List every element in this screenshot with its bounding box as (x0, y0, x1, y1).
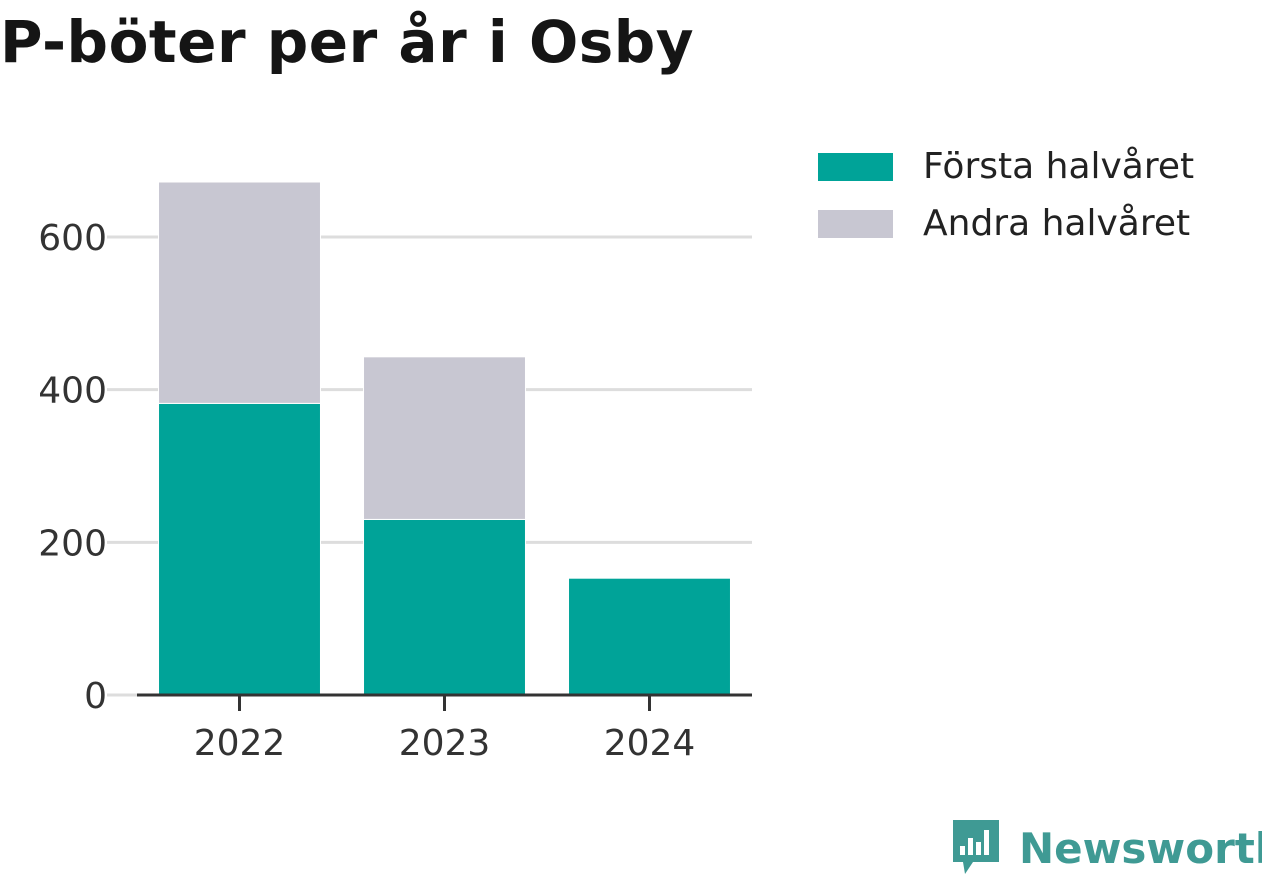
y-tick-label-0: 0 (84, 676, 107, 717)
chart-title: P-böter per år i Osby (0, 8, 695, 76)
legend: Första halvåret Andra halvåret (818, 138, 1194, 252)
x-tick-label-2024: 2024 (604, 723, 696, 764)
bar-2023-series-1 (363, 356, 526, 520)
bar-2024-series-0 (568, 577, 731, 696)
y-tick-label-200: 200 (38, 523, 107, 564)
bars (158, 181, 731, 696)
bar-2023-series-0 (363, 518, 526, 696)
legend-item-first-half: Första halvåret (818, 138, 1194, 195)
bar-2022-series-0 (158, 402, 321, 696)
legend-swatch-second-half (818, 209, 893, 238)
axes: 0 200 400 600 2022 2023 2024 (38, 218, 752, 764)
newsworthy-brand: Newsworthy (951, 818, 1262, 878)
legend-label-first-half: Första halvåret (923, 146, 1195, 187)
legend-swatch-first-half (818, 152, 893, 181)
brand-name: Newsworthy (1019, 823, 1262, 873)
bar-2022-series-1 (158, 181, 321, 404)
legend-item-second-half: Andra halvåret (818, 195, 1194, 252)
x-tick-label-2023: 2023 (399, 723, 491, 764)
legend-label-second-half: Andra halvåret (923, 203, 1191, 244)
x-tick-label-2022: 2022 (194, 723, 286, 764)
newsworthy-logo-icon (953, 820, 999, 874)
y-tick-label-400: 400 (38, 371, 107, 412)
y-tick-label-600: 600 (38, 218, 107, 259)
